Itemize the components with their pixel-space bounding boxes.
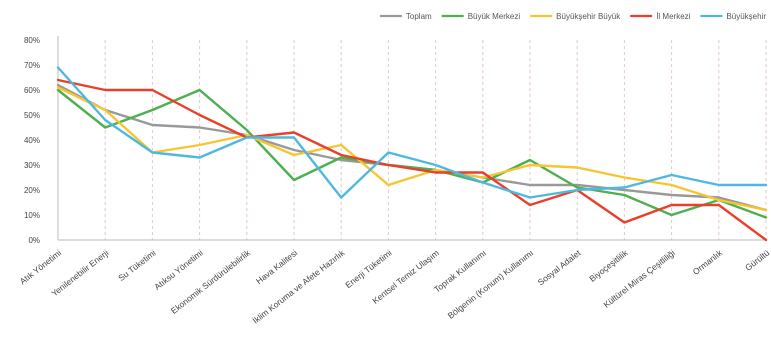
y-tick-label: 10% [24,211,40,220]
y-tick-label: 30% [24,161,40,170]
y-tick-label: 0% [28,236,40,245]
legend-item: Toplam [379,12,432,21]
legend-label: Büyükşehir Büyük [556,12,621,21]
x-tick-label: Atık Yönetimi [18,248,64,287]
x-tick-label: Gürültü [743,248,771,273]
legend-label: Büyük Merkezi [468,12,521,21]
y-tick-label: 60% [24,86,40,95]
chart-grid [104,40,767,240]
x-tick-label: Sosyal Adalet [536,247,583,287]
legend-label: Toplam [406,12,432,21]
chart-axes: 0% 10% 20% 30% 40% 50% 60% 70% 80% [24,36,766,245]
y-tick-label: 40% [24,136,40,145]
legend-item: Büyükşehir Büyük [530,12,621,21]
chart-legend: Toplam Büyük Merkezi Büyükşehir Büyük İl Me… [379,12,766,21]
x-tick-label: Su Tüketimi [116,248,157,283]
x-tick-label: Biyoçeşitlilik [587,247,630,284]
x-tick-label: Hava Kalitesi [254,248,299,286]
x-tick-label: İklim Koruma ve Afete Hazırlık [251,247,347,325]
legend-item: Büyük Merkezi [441,12,521,21]
legend-label: İl Merkezi [656,12,690,21]
legend-item: İl Merkezi [630,12,691,21]
legend-item: Büyükşehir [700,12,766,21]
y-tick-label: 80% [24,36,40,45]
x-tick-label: Ormanlık [691,247,725,277]
y-tick-label: 20% [24,186,40,195]
legend-label: Büyükşehir [726,12,766,21]
x-tick-label: Ekonomik Sürdürülebilirlik [169,247,253,316]
chart-lines [56,66,768,242]
x-tick-label: Enerji Tüketimi [343,248,393,290]
y-tick-label: 50% [24,111,40,120]
x-tick-label: Bölgenin (Konum) Kullanımı [446,248,536,321]
series-line [56,66,768,199]
series-line [56,88,768,219]
series-line [56,78,768,242]
y-tick-label: 70% [24,61,40,70]
